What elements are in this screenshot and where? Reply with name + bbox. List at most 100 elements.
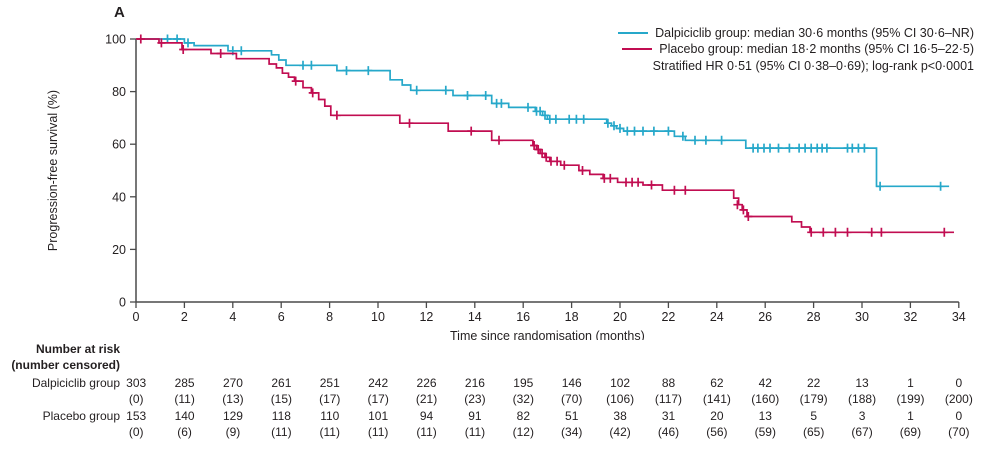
risk-cell: 88	[661, 376, 676, 390]
risk-cell: 3	[858, 409, 866, 423]
risk-cell: (17)	[319, 392, 341, 406]
risk-cell: 146	[561, 376, 582, 390]
risk-cell: (106)	[606, 392, 635, 406]
censor-marks-dalpiciclib	[163, 34, 945, 191]
legend-label-dalpiciclib: Dalpiciclib group: median 30·6 months (9…	[655, 26, 974, 40]
risk-cell: (70)	[948, 425, 970, 439]
risk-cell: (21)	[415, 392, 438, 406]
risk-row-label-placebo: Placebo group	[42, 409, 120, 423]
risk-cell: (12)	[512, 425, 534, 439]
x-tick-label: 16	[516, 310, 530, 324]
risk-cells-placebo-at-risk: 153 140 129 118 110 101 94 91 82 51 38 31 20 13 5 3 1 0	[112, 409, 982, 424]
risk-cell: 51	[565, 409, 579, 423]
risk-cell: (188)	[848, 392, 877, 406]
risk-row-placebo-at-risk: Placebo group 153 140 129 118 110 101 94 91 82 51…	[0, 409, 982, 424]
risk-cell: 216	[464, 376, 485, 390]
risk-cell: (0)	[128, 392, 144, 406]
risk-cell: 226	[416, 376, 437, 390]
y-tick-label: 60	[112, 138, 126, 152]
x-tick-label: 20	[613, 310, 627, 324]
risk-cell: (11)	[319, 425, 340, 439]
risk-cell: 1	[907, 376, 914, 390]
x-tick-label: 14	[468, 310, 482, 324]
risk-cell: (11)	[464, 425, 486, 439]
risk-cell: 62	[710, 376, 724, 390]
risk-cell: (9)	[225, 425, 241, 439]
risk-cells-dalpiciclib-censored: (0) (11) (13) (15) (17) (17) (21) (23) (32) (70) (…	[112, 392, 982, 407]
risk-cell: (200)	[944, 392, 973, 406]
risk-cell: (46)	[657, 425, 680, 439]
risk-cell: 20	[710, 409, 724, 423]
risk-cell: (141)	[702, 392, 731, 406]
legend-hr-note: Stratified HR 0·51 (95% CI 0·38–0·69); l…	[652, 58, 974, 73]
risk-row-placebo-censored: (0) (6) (9) (11) (11) (11) (11) (11) (12) (34) (42…	[0, 425, 982, 440]
risk-cell: 261	[271, 376, 292, 390]
risk-header-number-censored: (number censored)	[11, 358, 120, 372]
y-tick-label: 20	[112, 243, 126, 257]
y-axis-label: Progression-free survival (%)	[46, 90, 60, 251]
panel-label: A	[114, 4, 125, 21]
risk-cell: (15)	[270, 392, 293, 406]
risk-cell: 303	[126, 376, 147, 390]
x-tick-label: 2	[181, 310, 188, 324]
risk-cell: 102	[610, 376, 631, 390]
x-tick-label: 18	[565, 310, 579, 324]
risk-cell: 22	[806, 376, 821, 390]
risk-row-dalpiciclib-at-risk: Dalpiciclib group 303 285 270 261 251 242 226 2…	[0, 376, 982, 391]
legend: Dalpiciclib group: median 30·6 months (9…	[618, 25, 974, 74]
risk-cell: (32)	[512, 392, 534, 406]
y-tick-label: 40	[112, 190, 126, 204]
risk-cell: 13	[855, 376, 869, 390]
risk-cell: 31	[661, 409, 676, 423]
risk-cell: (11)	[271, 425, 292, 439]
x-tick-label: 24	[710, 310, 724, 324]
risk-cell: 1	[907, 409, 914, 423]
risk-cell: 0	[955, 376, 963, 390]
x-tick-label: 12	[419, 310, 433, 324]
y-tick-label: 100	[105, 33, 126, 47]
risk-cell: (160)	[751, 392, 780, 406]
risk-cell: (11)	[416, 425, 437, 439]
risk-cell: (13)	[222, 392, 244, 406]
y-tick-label: 80	[112, 85, 126, 99]
risk-cell: (65)	[802, 425, 825, 439]
risk-cell: 38	[613, 409, 627, 423]
risk-cell: (67)	[851, 425, 873, 439]
risk-cell: 195	[513, 376, 534, 390]
risk-cell: 118	[271, 409, 291, 423]
risk-table-header-2: (number censored)	[0, 358, 982, 373]
x-tick-label: 32	[903, 310, 917, 324]
risk-row-dalpiciclib-censored: (0) (11) (13) (15) (17) (17) (21) (23) (32) (70) (…	[0, 392, 982, 407]
y-tick-label: 0	[119, 296, 126, 310]
risk-cell: (34)	[561, 425, 583, 439]
legend-item-placebo: Placebo group: median 18·2 months (95% C…	[622, 41, 974, 57]
risk-cell: (69)	[899, 425, 922, 439]
x-axis-label: Time since randomisation (months)	[450, 329, 645, 340]
risk-cell: 101	[368, 409, 389, 423]
risk-cell: 94	[419, 409, 434, 423]
risk-cell: (11)	[174, 392, 195, 406]
risk-cell: 42	[758, 376, 772, 390]
x-tick-label: 4	[229, 310, 236, 324]
risk-cell: (199)	[896, 392, 925, 406]
risk-cell: (42)	[609, 425, 631, 439]
risk-cell: (56)	[706, 425, 728, 439]
risk-cell: 91	[468, 409, 482, 423]
risk-cell: 251	[319, 376, 340, 390]
risk-cells-dalpiciclib-at-risk: 303 285 270 261 251 242 226 216 195 146 102 88 62 42 2…	[112, 376, 982, 391]
x-tick-label: 28	[807, 310, 821, 324]
risk-cell: (117)	[654, 392, 683, 406]
risk-cells-placebo-censored: (0) (6) (9) (11) (11) (11) (11) (11) (12) (34) (42…	[112, 425, 982, 440]
x-tick-label: 8	[326, 310, 333, 324]
legend-item-dalpiciclib: Dalpiciclib group: median 30·6 months (9…	[618, 25, 974, 41]
dalpiciclib-line-swatch	[618, 32, 649, 34]
x-tick-label: 6	[278, 310, 285, 324]
risk-cell: 140	[174, 409, 195, 423]
risk-cell: 110	[320, 409, 340, 423]
risk-cell: (179)	[799, 392, 828, 406]
risk-cell: (23)	[464, 392, 486, 406]
risk-cell: 242	[368, 376, 389, 390]
x-tick-label: 10	[371, 310, 385, 324]
risk-cell: (0)	[128, 425, 144, 439]
